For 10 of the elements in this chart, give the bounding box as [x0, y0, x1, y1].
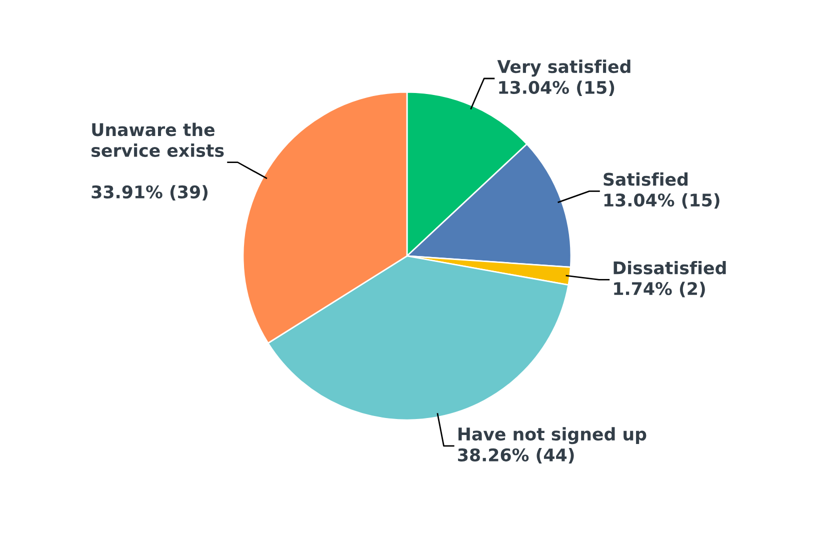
data-label: 1.74% (2)	[614, 282, 705, 298]
slice-label: Have not signed up	[458, 427, 646, 444]
data-label: 38.26% (44)	[458, 448, 574, 464]
data-label: 13.04% (15)	[604, 193, 720, 209]
slice-label: Unaware the service exists	[92, 122, 224, 157]
data-label: 13.04% (15)	[499, 80, 614, 96]
slice-label: Very satisfied	[497, 60, 630, 77]
slice-label: Satisfied	[604, 172, 688, 186]
slice-label: Dissatisfied	[614, 260, 726, 274]
data-label: 33.91% (39)	[92, 185, 208, 201]
